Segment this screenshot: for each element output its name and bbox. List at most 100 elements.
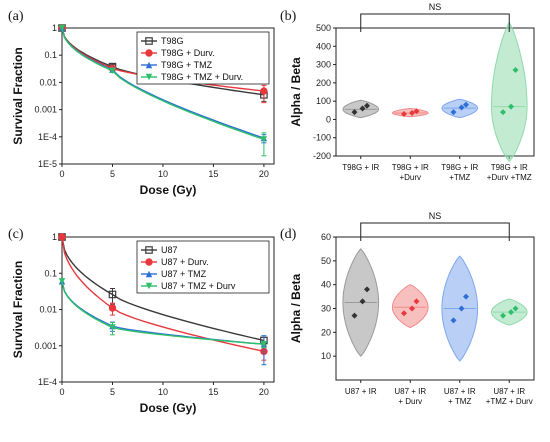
legend-entry: T98G + Durv. xyxy=(161,48,215,58)
data-point xyxy=(351,312,358,319)
data-point xyxy=(512,67,519,74)
x-category-label: U87 + IR + Durv xyxy=(394,387,426,406)
violin-1 xyxy=(391,284,429,329)
panel-label: (c) xyxy=(8,227,24,242)
x-tick-label: 15 xyxy=(208,387,218,397)
y-tick-label: 30 xyxy=(321,304,331,314)
x-category-label-line: + TMZ xyxy=(448,397,471,406)
survival-chart-(a): 0 5 10 15 20 1 0.1 0.01 0.001 1E-4 1E-5 Dose (Gy) Su… xyxy=(11,23,275,197)
data-point xyxy=(500,109,507,116)
x-category-label: T98G + IR xyxy=(342,163,379,172)
legend-entry: U87 xyxy=(161,245,178,255)
violin-2 xyxy=(441,98,479,119)
y-axis-label: Alpha / Beta xyxy=(289,274,303,344)
x-category-label: T98G + IR +Durv +TMZ xyxy=(487,163,532,182)
data-point xyxy=(462,101,469,108)
x-category-label-line: +TMZ xyxy=(449,173,470,182)
data-point xyxy=(500,312,507,319)
legend-swatch-marker xyxy=(145,246,153,254)
x-tick-label: 10 xyxy=(158,169,168,179)
violin-3 xyxy=(490,22,528,163)
x-category-label: U87 + IR + TMZ xyxy=(444,387,476,406)
x-category-label-line: +TMZ + Durv xyxy=(486,397,533,406)
legend-entry: T98G + TMZ xyxy=(161,60,213,70)
series-t98g-tmz-durv- xyxy=(58,24,268,157)
significance-bracket xyxy=(360,13,510,32)
data-point xyxy=(58,24,66,32)
y-tick-label: 0.1 xyxy=(44,50,57,60)
data-point xyxy=(512,305,519,312)
x-tick-label: 15 xyxy=(208,169,218,179)
x-category-label: T98G + IR +TMZ xyxy=(441,163,478,182)
y-tick-label: 50 xyxy=(321,256,331,266)
legend: T98G T98G + Durv. T98G + TMZ T98G + TMZ + D… xyxy=(136,31,270,85)
data-point xyxy=(409,110,416,117)
legend-entry: T98G xyxy=(161,36,184,46)
data-point xyxy=(109,67,116,74)
legend-entry: U87 + Durv. xyxy=(161,257,209,267)
legend-entry: U87 + TMZ xyxy=(161,269,207,279)
data-point xyxy=(508,103,515,110)
legend-entry: T98G + TMZ + Durv. xyxy=(161,72,243,82)
data-point xyxy=(458,104,465,111)
legend-swatch-marker xyxy=(145,73,153,81)
significance-label: NS xyxy=(429,211,442,221)
x-category-label-line: U87 + IR xyxy=(493,387,525,396)
data-point xyxy=(458,305,465,312)
x-category-label: U87 + IR xyxy=(345,387,377,396)
x-category-label-line: +Durv xyxy=(399,173,421,182)
x-category-label-line: U87 + IR xyxy=(394,387,426,396)
y-axis-label: Survival Fraction xyxy=(11,47,25,144)
data-point xyxy=(409,305,416,312)
data-point xyxy=(401,110,408,117)
x-tick-label: 0 xyxy=(59,387,64,397)
data-point xyxy=(450,109,457,116)
y-tick-label: 400 xyxy=(316,41,331,51)
x-axis-label: Dose (Gy) xyxy=(140,401,197,415)
data-point xyxy=(359,298,366,305)
x-tick-label: 20 xyxy=(259,387,269,397)
y-tick-label: 100 xyxy=(316,96,331,106)
y-tick-label: 0.01 xyxy=(39,77,57,87)
y-tick-label: 0 xyxy=(326,114,331,124)
x-category-label-line: T98G + IR xyxy=(342,163,379,172)
data-point xyxy=(58,278,66,285)
significance-label: NS xyxy=(429,2,442,12)
y-tick-label: 500 xyxy=(316,23,331,33)
data-point xyxy=(462,293,469,300)
y-tick-label: 0.001 xyxy=(34,105,57,115)
data-point xyxy=(413,108,420,115)
x-category-label: T98G + IR +Durv xyxy=(392,163,429,182)
legend-box xyxy=(136,31,270,85)
data-point xyxy=(363,102,370,109)
x-category-label-line: T98G + IR xyxy=(392,163,429,172)
x-axis-label: Dose (Gy) xyxy=(140,183,197,197)
y-tick-label: 1E-5 xyxy=(38,159,57,169)
legend: U87 U87 + Durv. U87 + TMZ U87 + TMZ + Durv xyxy=(136,240,270,294)
data-point xyxy=(260,87,268,95)
data-point xyxy=(359,105,366,112)
y-tick-label: 20 xyxy=(321,327,331,337)
y-tick-label: 1 xyxy=(52,23,57,33)
y-tick-label: 40 xyxy=(321,280,331,290)
panel-label: (a) xyxy=(8,9,24,24)
data-point xyxy=(351,109,358,116)
y-tick-label: -200 xyxy=(313,151,331,161)
y-tick-label: 200 xyxy=(316,78,331,88)
y-tick-label: 0.01 xyxy=(39,305,57,315)
violin-0 xyxy=(342,99,380,119)
data-point xyxy=(260,341,268,348)
y-tick-label: 60 xyxy=(321,232,331,242)
data-point xyxy=(108,304,117,312)
y-tick-label: 0.1 xyxy=(44,268,57,278)
x-category-label-line: T98G + IR xyxy=(491,163,528,172)
x-tick-label: 20 xyxy=(259,169,269,179)
y-tick-label: 0.001 xyxy=(34,341,57,351)
data-point xyxy=(58,233,66,241)
violin-chart-(b): -200 -100 0 100 200 300 400 500 Alpha / Beta T98G… xyxy=(289,2,535,182)
legend-swatch-marker xyxy=(145,61,153,69)
violin-shape xyxy=(391,284,429,329)
x-category-label-line: + Durv xyxy=(398,397,422,406)
